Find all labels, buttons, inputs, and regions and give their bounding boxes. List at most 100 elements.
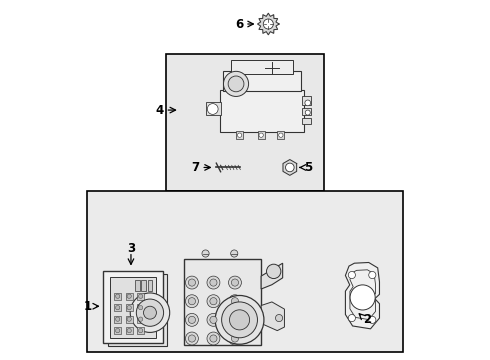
Circle shape [228, 332, 242, 345]
Circle shape [139, 306, 143, 310]
Bar [125, 293, 133, 300]
Circle shape [350, 285, 375, 310]
Bar [137, 293, 144, 300]
Bar [148, 280, 152, 291]
Bar [114, 327, 122, 334]
Circle shape [186, 295, 198, 308]
Bar [87, 191, 403, 352]
Circle shape [223, 71, 248, 96]
Bar [302, 96, 311, 105]
Text: 3: 3 [127, 242, 135, 255]
Text: 4: 4 [155, 104, 164, 117]
Bar [184, 259, 261, 345]
Circle shape [116, 306, 120, 310]
Circle shape [210, 335, 217, 342]
Circle shape [116, 328, 120, 333]
Bar [114, 316, 122, 323]
Circle shape [139, 317, 143, 321]
Bar [125, 304, 133, 311]
Circle shape [259, 133, 263, 137]
Circle shape [229, 310, 249, 330]
Bar [258, 131, 265, 139]
Circle shape [207, 295, 220, 308]
Bar [302, 118, 311, 125]
Circle shape [231, 298, 239, 305]
Circle shape [136, 299, 164, 326]
Bar [166, 54, 324, 191]
Circle shape [186, 276, 198, 289]
Text: 1: 1 [84, 300, 92, 313]
Polygon shape [283, 159, 296, 175]
Bar [236, 131, 243, 139]
Text: 6: 6 [236, 18, 244, 31]
Text: 7: 7 [192, 161, 199, 174]
Circle shape [231, 279, 239, 286]
Circle shape [127, 317, 131, 321]
Circle shape [228, 276, 242, 289]
Bar [277, 131, 285, 139]
Circle shape [188, 279, 196, 286]
Circle shape [267, 264, 281, 279]
Circle shape [116, 317, 120, 321]
Circle shape [263, 19, 273, 29]
Circle shape [368, 271, 376, 279]
Circle shape [130, 293, 170, 332]
Circle shape [286, 163, 294, 172]
Polygon shape [261, 302, 285, 330]
Circle shape [305, 110, 310, 115]
Circle shape [228, 314, 242, 326]
Polygon shape [345, 262, 379, 329]
Bar [137, 304, 144, 311]
Polygon shape [258, 13, 279, 35]
Bar [135, 280, 140, 291]
Circle shape [368, 316, 376, 323]
Bar [231, 60, 294, 74]
Circle shape [238, 133, 242, 137]
Circle shape [116, 294, 120, 298]
Bar [125, 316, 133, 323]
Bar [137, 316, 144, 323]
Circle shape [231, 335, 239, 342]
Circle shape [127, 306, 131, 310]
Circle shape [210, 316, 217, 323]
Bar [220, 90, 304, 132]
Circle shape [139, 328, 143, 333]
Circle shape [202, 250, 209, 257]
Circle shape [348, 315, 355, 321]
Circle shape [139, 294, 143, 298]
Polygon shape [261, 263, 283, 289]
Bar [141, 280, 146, 291]
Bar [110, 277, 156, 338]
Circle shape [188, 316, 196, 323]
Circle shape [348, 271, 355, 279]
Bar [137, 327, 144, 334]
Circle shape [228, 295, 242, 308]
Bar [205, 102, 221, 116]
Circle shape [207, 276, 220, 289]
Circle shape [188, 335, 196, 342]
Bar [125, 327, 133, 334]
Circle shape [305, 100, 311, 106]
Bar [114, 304, 122, 311]
Circle shape [279, 133, 283, 137]
Bar [223, 71, 300, 91]
Circle shape [127, 294, 131, 298]
Circle shape [231, 316, 239, 323]
Circle shape [144, 306, 156, 319]
Circle shape [275, 315, 283, 321]
Circle shape [207, 314, 220, 326]
Bar [114, 293, 122, 300]
Text: 2: 2 [364, 313, 372, 327]
Circle shape [207, 104, 218, 114]
Circle shape [221, 302, 257, 338]
Text: 5: 5 [304, 161, 312, 174]
Circle shape [231, 250, 238, 257]
Circle shape [207, 332, 220, 345]
Circle shape [228, 76, 244, 92]
Bar [103, 271, 163, 343]
Bar [302, 108, 311, 116]
Circle shape [127, 328, 131, 333]
Circle shape [210, 298, 217, 305]
Circle shape [188, 298, 196, 305]
Circle shape [186, 332, 198, 345]
